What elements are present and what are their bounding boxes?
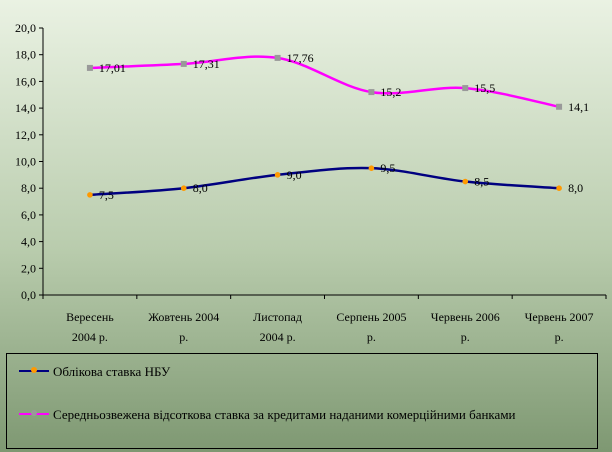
x-category-label-line: р. [367,330,376,344]
data-point-marker [368,165,375,171]
x-category-label-line: Жовтень 2004 [148,310,219,324]
data-label: 17,76 [287,51,314,65]
x-category-label-line: Червень 2006 [431,310,500,324]
legend-label-nbu-rate: Облікова ставка НБУ [53,364,171,379]
data-point-marker [87,192,93,198]
y-tick-label: 8,0 [21,181,36,195]
legend-swatch-nbu-rate [19,364,49,378]
data-point-marker [180,185,187,191]
data-label: 15,2 [380,85,401,99]
data-point-marker [368,89,375,96]
data-label: 9,0 [287,168,302,182]
y-tick-label: 20,0 [15,21,36,35]
data-label: 8,5 [474,175,489,189]
series-line-1 [89,166,560,197]
x-category-label-line: Червень 2007 [525,310,594,324]
data-label: 17,01 [99,61,126,75]
series-line-2 [89,55,560,108]
data-point-marker [462,178,469,185]
data-label: 7,5 [99,188,114,202]
legend-item-nbu-rate: Облікова ставка НБУ [19,364,583,379]
x-category-label: Листопад 2004 р. [253,310,302,344]
chart-legend: Облікова ставка НБУ Середньозвежена відс… [6,353,598,449]
y-tick-label: 14,0 [15,101,36,115]
y-tick-label: 0,0 [21,288,36,302]
x-category-label: Жовтень 2004 р. [148,310,219,344]
chart-axes: 0,0 2,0 4,0 6,0 8,0 10,0 12,0 14,0 16,0 18,0 20,0 В… [15,21,607,344]
x-category-label-line: р. [555,330,564,344]
chart-series: 7,5 8,0 9,0 9,5 8,5 8,0 17,01 17,31 17,76 15,2 15,… [86,51,589,202]
data-point-marker [556,185,562,191]
x-category-label: Червень 2006 р. [431,310,500,344]
data-point-marker [86,64,93,71]
y-tick-label: 12,0 [15,128,36,142]
line-chart: 0,0 2,0 4,0 6,0 8,0 10,0 12,0 14,0 16,0 18,0 20,0 В… [15,21,607,344]
data-label: 14,1 [568,100,589,114]
legend-label-loan-rate: Середньозвежена відсоткова ставка за кре… [53,407,516,422]
x-category-label: Червень 2007 р. [525,310,594,344]
y-tick-label: 6,0 [21,208,36,222]
data-label: 8,0 [193,181,208,195]
x-category-label: Вересень 2004 р. [66,310,114,344]
x-category-label-line: 2004 р. [260,330,296,344]
x-category-label-line: Вересень [66,310,114,324]
data-label: 15,5 [474,81,495,95]
x-category-label-line: Листопад [253,310,302,324]
y-tick-label: 18,0 [15,48,36,62]
data-point-marker [556,103,563,110]
data-label: 9,5 [380,161,395,175]
data-point-marker [462,85,469,92]
legend-swatch-loan-rate [19,407,49,421]
data-label: 17,31 [193,57,220,71]
x-category-label-line: Серпень 2005 [336,310,406,324]
data-point-marker [274,172,281,178]
x-category-label-line: 2004 р. [72,330,108,344]
x-category-label: Серпень 2005 р. [336,310,406,344]
data-label: 8,0 [568,181,583,195]
x-category-label-line: р. [179,330,188,344]
data-point-marker [180,60,187,67]
data-point-marker [274,54,281,61]
legend-item-loan-rate: Середньозвежена відсоткова ставка за кре… [19,407,583,422]
x-category-label-line: р. [461,330,470,344]
y-tick-label: 4,0 [21,235,36,249]
y-tick-label: 10,0 [15,155,36,169]
y-tick-label: 16,0 [15,74,36,88]
y-tick-label: 2,0 [21,261,36,275]
